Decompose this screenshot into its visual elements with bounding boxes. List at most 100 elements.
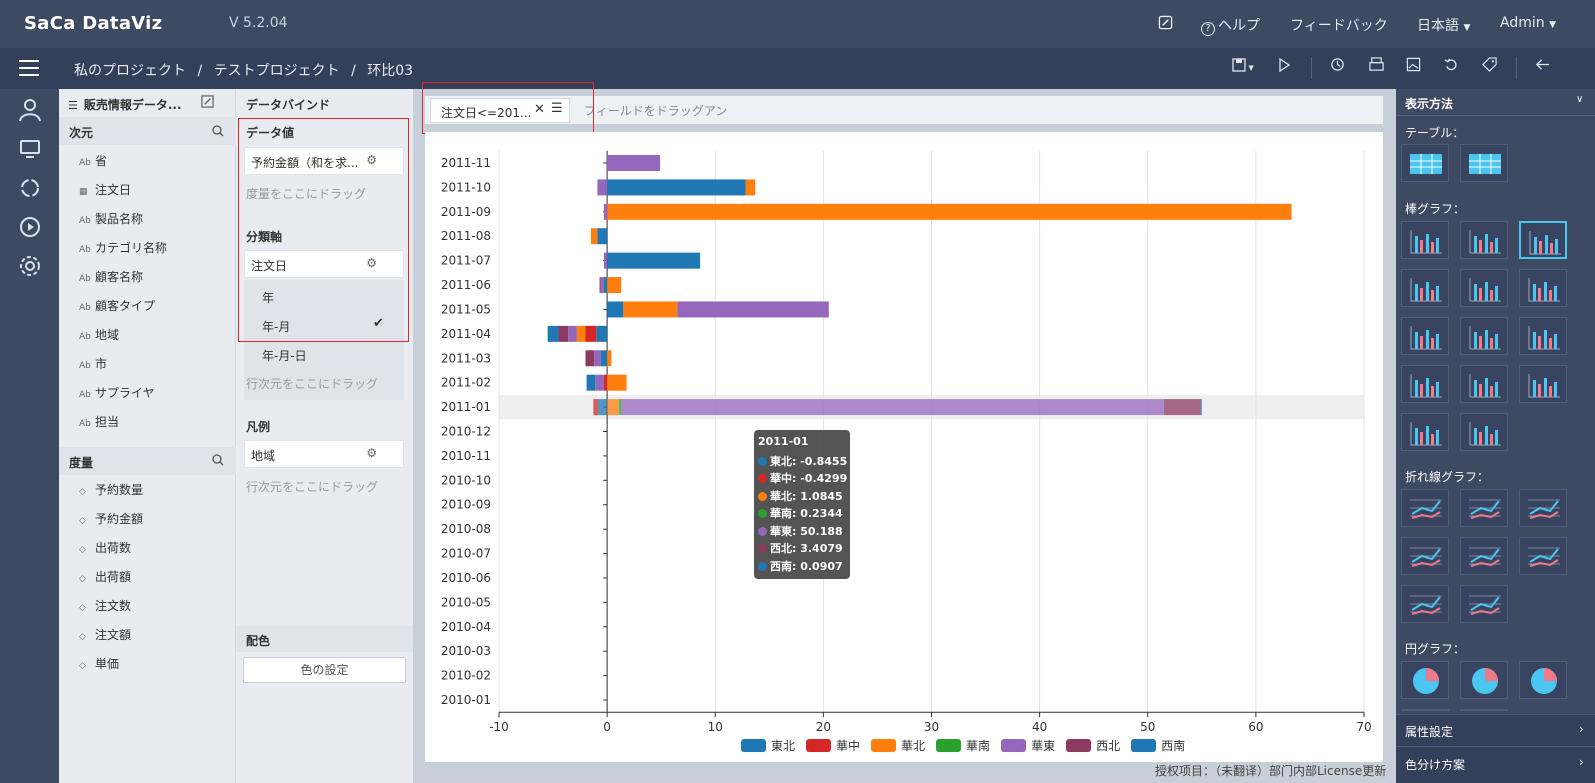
legend-item[interactable]: 東北 [741, 739, 795, 753]
bar-chart-type-icon[interactable] [1401, 317, 1449, 355]
bar-chart-type-icon[interactable] [1401, 365, 1449, 403]
gear-icon[interactable]: ⚙ [366, 446, 377, 460]
table-chart-type-icon[interactable] [1460, 144, 1508, 182]
dimension-field-item[interactable]: ▦ 注文日 [79, 181, 131, 198]
monitor-icon[interactable] [17, 136, 43, 162]
user-icon[interactable] [17, 97, 43, 123]
bar-chart-type-icon[interactable] [1460, 221, 1508, 259]
attr-settings-row[interactable]: 属性設定 › [1396, 714, 1595, 746]
chevron-down-icon[interactable]: ∨ [1576, 94, 1584, 105]
bar-chart-type-icon[interactable] [1401, 221, 1449, 259]
line-chart-type-icon[interactable] [1460, 585, 1508, 623]
stacked-bar-chart: -10 0 10 20 30 40 50 60 70 2010-01 2010-02 2010-03 2… [441, 150, 1372, 734]
user-menu[interactable]: Admin ▼ [1500, 15, 1556, 31]
help-link[interactable]: ? ヘルプ [1201, 15, 1260, 36]
legend-item[interactable]: 西南 [1131, 739, 1185, 753]
legend-field-chip[interactable]: 地域 ⚙ [244, 440, 404, 468]
line-chart-type-icon[interactable] [1401, 585, 1449, 623]
bar-chart-type-icon[interactable] [1519, 317, 1567, 355]
image-icon[interactable] [1402, 57, 1424, 79]
back-arrow-icon[interactable] [1531, 57, 1553, 79]
measure-field-item[interactable]: ◇ 注文数 [79, 597, 131, 614]
color-settings-button[interactable]: 色の設定 [243, 657, 406, 683]
refresh-cycle-icon[interactable] [17, 175, 43, 201]
gear-icon[interactable]: ⚙ [366, 256, 377, 270]
play-icon[interactable] [1273, 57, 1295, 79]
bar-chart-type-icon[interactable] [1519, 365, 1567, 403]
close-icon[interactable]: ✕ [534, 102, 545, 117]
dimension-field-item[interactable]: Ab 顧客名称 [79, 268, 143, 285]
measure-field-item[interactable]: ◇ 予約数量 [79, 481, 143, 498]
value-drop-hint[interactable]: 度量をここにドラッグ [246, 187, 367, 201]
legend-item[interactable]: 華南 [936, 739, 990, 753]
series-dot [758, 544, 767, 553]
dimension-field-item[interactable]: Ab 担当 [79, 413, 119, 430]
search-icon[interactable] [212, 125, 224, 140]
edit-icon[interactable] [1158, 15, 1173, 34]
bar-chart-type-icon[interactable] [1460, 317, 1508, 355]
dimension-field-item[interactable]: Ab 地域 [79, 326, 119, 343]
legend-item[interactable]: 華中 [806, 739, 860, 753]
hamburger-menu-icon[interactable] [19, 58, 39, 76]
dimension-field-item[interactable]: Ab 顧客タイプ [79, 297, 155, 314]
axis-drop-hint[interactable]: 行次元をここにドラッグ [246, 377, 379, 391]
history-icon[interactable] [1326, 57, 1348, 79]
save-icon[interactable]: ▼ [1228, 57, 1258, 79]
pie-chart-type-icon[interactable] [1519, 661, 1567, 699]
line-chart-type-icon[interactable] [1401, 537, 1449, 575]
filter-drop-hint[interactable]: フィールドをドラッグアン [584, 104, 728, 118]
language-select[interactable]: 日本語 ▼ [1417, 15, 1470, 35]
dimension-field-item[interactable]: Ab サプライヤ [79, 384, 155, 401]
color-scheme-row[interactable]: 色分け方案 › [1396, 746, 1595, 783]
bar-chart-type-icon[interactable] [1460, 413, 1508, 451]
settings-gear-icon[interactable] [17, 253, 43, 279]
line-chart-type-icon[interactable] [1401, 489, 1449, 527]
legend-item[interactable]: 華北 [871, 739, 925, 753]
breadcrumb-item[interactable]: 私のプロジェクト [74, 63, 186, 79]
dimension-field-item[interactable]: Ab 市 [79, 355, 107, 372]
pie-chart-type-icon[interactable] [1401, 661, 1449, 699]
undo-icon[interactable] [1440, 57, 1462, 79]
print-icon[interactable] [1365, 57, 1387, 79]
line-chart-type-icon[interactable] [1519, 537, 1567, 575]
filter-chip[interactable]: 注文日<=201... ✕ ☰ [430, 98, 570, 123]
legend-item[interactable]: 華東 [1001, 739, 1055, 753]
granularity-option-year-month[interactable]: 年-月 [262, 320, 291, 334]
granularity-option-year-month-day[interactable]: 年-月-日 [262, 349, 307, 363]
axis-field-chip[interactable]: 注文日 ⚙ [244, 250, 404, 278]
granularity-option-year[interactable]: 年 [262, 291, 275, 305]
measure-field-item[interactable]: ◇ 予約金額 [79, 510, 143, 527]
gear-icon[interactable]: ⚙ [366, 153, 377, 167]
line-chart-type-icon[interactable] [1460, 489, 1508, 527]
table-chart-type-icon[interactable] [1401, 144, 1449, 182]
pie-chart-type-icon[interactable] [1460, 709, 1508, 711]
measure-field-item[interactable]: ◇ 注文額 [79, 626, 131, 643]
dimension-field-item[interactable]: Ab 省 [79, 152, 107, 169]
measure-field-item[interactable]: ◇ 出荷額 [79, 568, 131, 585]
line-chart-type-icon[interactable] [1460, 537, 1508, 575]
pie-chart-type-icon[interactable] [1460, 661, 1508, 699]
breadcrumb-item[interactable]: テストプロジェクト [213, 63, 340, 79]
legend-drop-hint[interactable]: 行次元をここにドラッグ [246, 480, 379, 494]
value-field-chip[interactable]: 予約金額（和を求... ⚙ [244, 147, 404, 175]
bar-chart-type-icon[interactable] [1460, 269, 1508, 307]
play-circle-icon[interactable] [17, 214, 43, 240]
bar-chart-type-icon[interactable] [1519, 269, 1567, 307]
edit-datasource-icon[interactable] [201, 95, 214, 111]
measure-field-item[interactable]: ◇ 出荷数 [79, 539, 131, 556]
list-menu-icon[interactable]: ☰ [551, 101, 563, 116]
datasource-title[interactable]: ☰ 販売情報データ... [68, 96, 182, 113]
bar-chart-type-icon[interactable] [1401, 269, 1449, 307]
measure-field-item[interactable]: ◇ 単価 [79, 655, 119, 672]
pie-chart-type-icon[interactable] [1401, 709, 1449, 711]
tag-icon[interactable] [1478, 57, 1500, 79]
dimension-field-item[interactable]: Ab カテゴリ名称 [79, 239, 167, 256]
dimension-field-item[interactable]: Ab 製品名称 [79, 210, 143, 227]
search-icon[interactable] [212, 454, 224, 469]
bar-chart-type-icon[interactable] [1460, 365, 1508, 403]
feedback-link[interactable]: フィードバック [1290, 18, 1388, 34]
line-chart-type-icon[interactable] [1519, 489, 1567, 527]
bar-chart-type-icon[interactable] [1519, 221, 1567, 259]
bar-chart-type-icon[interactable] [1401, 413, 1449, 451]
legend-item[interactable]: 西北 [1066, 739, 1120, 753]
